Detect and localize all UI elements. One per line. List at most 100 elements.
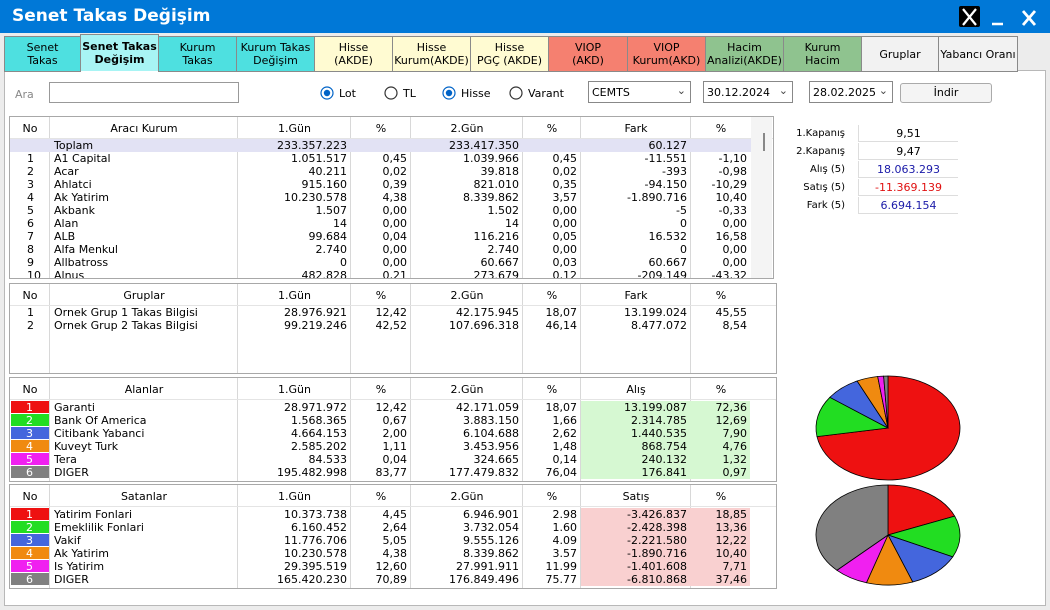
column-separator: [522, 378, 523, 481]
radio-dot: [445, 89, 453, 97]
column-separator: [522, 485, 523, 588]
cell: -1.890.716: [627, 191, 687, 204]
column-header[interactable]: No: [22, 122, 38, 135]
column-header[interactable]: %: [715, 490, 727, 503]
column-separator: [410, 284, 411, 373]
column-header[interactable]: No: [22, 383, 38, 396]
tab[interactable]: Gruplar: [861, 36, 939, 72]
summary-value: -11.369.139: [858, 179, 958, 196]
column-header[interactable]: Aracı Kurum: [110, 122, 178, 135]
radio[interactable]: [384, 86, 398, 100]
cell: 10.230.578: [284, 191, 347, 204]
cell: 4,45: [382, 508, 408, 521]
radio-label[interactable]: TL: [403, 87, 416, 100]
column-header[interactable]: 1.Gün: [278, 122, 311, 135]
column-separator: [350, 485, 351, 588]
column-header[interactable]: Gruplar: [123, 289, 165, 302]
cell: 8: [27, 243, 34, 256]
tab[interactable]: Senet Takas Değişim: [80, 34, 159, 71]
close[interactable]: [1021, 10, 1037, 26]
tab[interactable]: Hisse Kurum(AKDE): [392, 36, 471, 72]
amount-bg: [581, 534, 750, 547]
tab[interactable]: Hisse (AKDE): [314, 36, 393, 72]
tab[interactable]: Hacim Analizi(AKDE): [705, 36, 784, 72]
cell: Ak Yatirim: [54, 191, 109, 204]
tab[interactable]: Kurum Takas: [158, 36, 237, 72]
column-header[interactable]: No: [22, 289, 38, 302]
radio[interactable]: [442, 86, 456, 100]
tab[interactable]: Kurum Hacim: [783, 36, 862, 72]
radio[interactable]: [320, 86, 334, 100]
cell: 0,02: [382, 165, 408, 178]
column-header[interactable]: %: [546, 289, 558, 302]
column-header[interactable]: Satış: [622, 490, 650, 503]
column-header[interactable]: %: [715, 289, 727, 302]
column-header[interactable]: %: [715, 122, 727, 135]
column-header[interactable]: 2.Gün: [450, 490, 484, 503]
column-header[interactable]: Fark: [624, 289, 648, 302]
cell: 1.568.365: [291, 414, 347, 427]
tab[interactable]: Senet Takas: [4, 36, 81, 72]
column-header[interactable]: %: [715, 383, 727, 396]
column-header[interactable]: Alış: [626, 383, 646, 396]
column-header[interactable]: 2.Gün: [450, 289, 484, 302]
column-header[interactable]: %: [546, 383, 558, 396]
column-header[interactable]: 2.Gün: [450, 383, 484, 396]
column-separator: [580, 378, 581, 481]
tab[interactable]: Kurum Takas Değişim: [236, 36, 315, 72]
radio-label[interactable]: Lot: [339, 87, 356, 100]
column-header[interactable]: 1.Gün: [278, 383, 311, 396]
cell: 2.740: [487, 243, 520, 256]
column-header[interactable]: 1.Gün: [278, 289, 311, 302]
cell: 0,00: [722, 256, 748, 269]
column-header[interactable]: Satanlar: [120, 490, 168, 503]
column-header[interactable]: %: [375, 383, 387, 396]
cell: 14: [333, 217, 347, 230]
cell: 821.010: [473, 178, 520, 191]
radio-label[interactable]: Varant: [528, 87, 564, 100]
column-header[interactable]: %: [546, 490, 558, 503]
column-header[interactable]: 2.Gün: [450, 122, 484, 135]
cell: 3: [26, 427, 33, 440]
column-header[interactable]: %: [375, 289, 387, 302]
column-header[interactable]: %: [546, 122, 558, 135]
window-controls[interactable]: [958, 6, 1042, 28]
cell: 42.175.945: [456, 306, 519, 319]
column-header[interactable]: No: [22, 490, 38, 503]
radio-label[interactable]: Hisse: [461, 87, 491, 100]
amount-bg: [581, 508, 750, 521]
header-underline: [10, 138, 773, 139]
column-header[interactable]: 1.Gün: [278, 490, 311, 503]
cell: 0,00: [552, 217, 578, 230]
cell: 6.946.901: [463, 508, 519, 521]
cell: Kuveyt Turk: [54, 440, 119, 453]
download-button[interactable]: İndir: [900, 83, 992, 103]
cell: -393: [662, 165, 687, 178]
tab[interactable]: Hisse PGÇ (AKDE): [470, 36, 549, 72]
cell: 1.051.517: [291, 152, 347, 165]
column-header[interactable]: %: [375, 122, 387, 135]
cell: 1: [26, 401, 33, 414]
tab[interactable]: VIOP Kurum(AKD): [627, 36, 706, 72]
tab[interactable]: Yabancı Oranı: [938, 36, 1018, 72]
cell: 0,21: [382, 269, 408, 279]
search-input[interactable]: [49, 82, 239, 103]
dropdown[interactable]: 28.02.2025 ⌄: [809, 81, 893, 103]
cell: Akbank: [54, 204, 95, 217]
cell: 6: [27, 217, 34, 230]
radio[interactable]: [509, 86, 523, 100]
column-separator: [522, 284, 523, 373]
radio-ring: [509, 86, 523, 100]
column-header[interactable]: Alanlar: [124, 383, 164, 396]
cell: 39.818: [480, 165, 520, 178]
total-cell: 233.357.223: [277, 139, 347, 152]
dropdown[interactable]: CEMTS ⌄: [588, 81, 691, 103]
tab[interactable]: VIOP (AKD): [548, 36, 628, 72]
column-separator: [690, 284, 691, 373]
search-label: Ara: [15, 88, 34, 101]
cell: 2: [26, 414, 33, 427]
column-header[interactable]: Fark: [624, 122, 648, 135]
dropdown[interactable]: 30.12.2024 ⌄: [703, 81, 793, 103]
column-header[interactable]: %: [375, 490, 387, 503]
cell: 0,67: [382, 414, 408, 427]
